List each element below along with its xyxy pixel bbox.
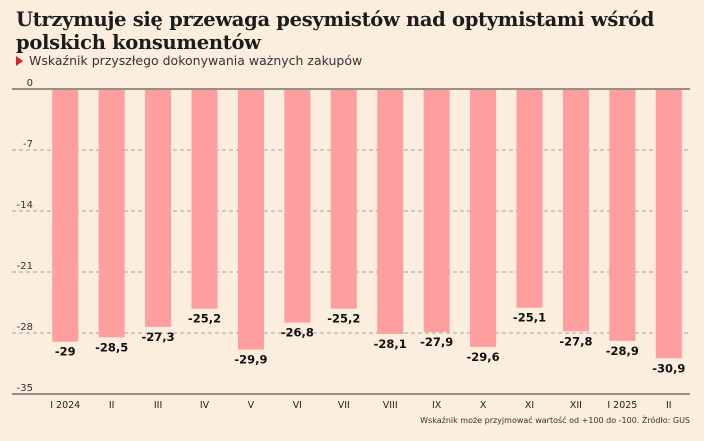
value-label: -25,2 bbox=[188, 312, 221, 326]
value-label: -28,5 bbox=[95, 340, 128, 354]
bar bbox=[470, 90, 497, 347]
bar bbox=[145, 90, 172, 327]
x-tick-label: I 2025 bbox=[607, 400, 637, 411]
bar bbox=[98, 90, 125, 338]
x-tick-label: XII bbox=[570, 400, 582, 411]
y-tick-label: -7 bbox=[23, 139, 33, 150]
value-label: -28,1 bbox=[374, 337, 407, 351]
x-tick-label: VII bbox=[338, 400, 350, 411]
y-tick-label: -35 bbox=[17, 383, 33, 394]
value-label: -27,9 bbox=[420, 335, 453, 349]
value-label: -29 bbox=[55, 345, 76, 359]
value-label: -30,9 bbox=[652, 361, 685, 375]
y-tick-label: -14 bbox=[17, 200, 33, 211]
bar bbox=[377, 90, 404, 334]
value-label: -26,8 bbox=[281, 326, 314, 340]
x-tick-label: XI bbox=[525, 400, 534, 411]
bar bbox=[423, 90, 450, 333]
y-tick-label: 0 bbox=[27, 78, 33, 89]
x-tick-label: V bbox=[248, 400, 255, 411]
value-label: -25,2 bbox=[327, 312, 360, 326]
bar bbox=[237, 90, 264, 350]
x-tick-label: IX bbox=[432, 400, 442, 411]
x-tick-label: II bbox=[666, 400, 672, 411]
value-label: -25,1 bbox=[513, 311, 546, 325]
value-label: -27,8 bbox=[559, 334, 592, 348]
x-tick-label: VIII bbox=[383, 400, 398, 411]
x-tick-label: I 2024 bbox=[50, 400, 80, 411]
y-tick-label: -21 bbox=[17, 261, 33, 272]
bar bbox=[609, 90, 636, 341]
bar bbox=[284, 90, 311, 323]
x-tick-label: II bbox=[109, 400, 115, 411]
triangle-marker-icon bbox=[16, 55, 23, 66]
y-tick-label: -28 bbox=[17, 322, 33, 333]
value-label: -27,3 bbox=[141, 330, 174, 344]
x-tick-label: VI bbox=[293, 400, 302, 411]
value-label: -28,9 bbox=[606, 344, 639, 358]
bar bbox=[52, 90, 79, 342]
bar bbox=[516, 90, 543, 308]
subtitle-text: Wskaźnik przyszłego dokonywania ważnych … bbox=[29, 53, 363, 68]
footnote: Wskaźnik może przyjmować wartość od +100… bbox=[420, 416, 690, 425]
value-label: -29,9 bbox=[234, 353, 267, 367]
chart-title: Utrzymuje się przewaga pesymistów nad op… bbox=[16, 8, 655, 54]
chart-subtitle: Wskaźnik przyszłego dokonywania ważnych … bbox=[16, 53, 362, 68]
x-tick-label: III bbox=[154, 400, 162, 411]
bar bbox=[655, 90, 682, 359]
x-tick-label: IV bbox=[200, 400, 210, 411]
x-tick-label: X bbox=[480, 400, 487, 411]
bar bbox=[562, 90, 589, 332]
bar bbox=[191, 90, 218, 309]
bar bbox=[330, 90, 357, 309]
value-label: -29,6 bbox=[466, 350, 499, 364]
